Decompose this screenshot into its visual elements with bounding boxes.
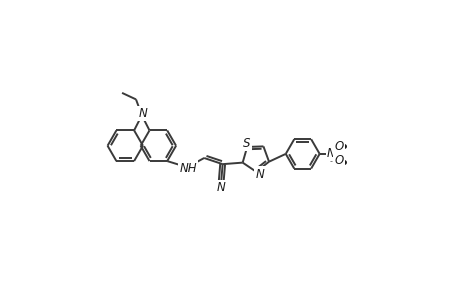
- Text: S: S: [243, 136, 250, 150]
- Text: NH: NH: [179, 161, 196, 175]
- Text: O: O: [334, 154, 343, 167]
- Text: N: N: [216, 181, 225, 194]
- Text: N: N: [138, 107, 146, 120]
- Text: N: N: [326, 147, 335, 160]
- Text: N: N: [255, 167, 264, 181]
- Text: N: N: [138, 107, 146, 120]
- Text: O: O: [334, 140, 343, 154]
